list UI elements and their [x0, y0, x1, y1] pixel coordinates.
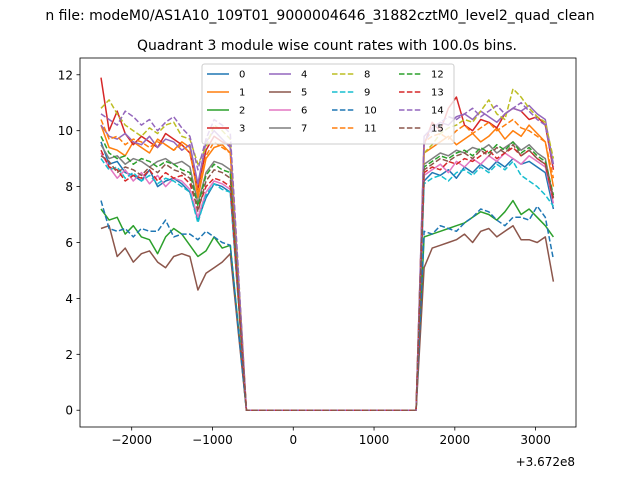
x-tick-label: 3000: [520, 433, 551, 447]
legend-label-9: 9: [364, 88, 370, 99]
y-tick-label: 0: [65, 404, 73, 418]
series-line-13: [100, 146, 555, 411]
legend-label-10: 10: [364, 106, 377, 117]
x-tick-label: −1000: [192, 433, 233, 447]
legend-label-15: 15: [431, 124, 444, 135]
legend-label-3: 3: [239, 124, 245, 135]
legend-label-0: 0: [239, 70, 245, 81]
y-tick-label: 2: [65, 348, 73, 362]
figure-suptitle: n file: modeM0/AS1A10_109T01_9000004646_…: [45, 8, 594, 24]
legend-label-11: 11: [364, 124, 377, 135]
legend-box: [201, 63, 455, 145]
legend-label-13: 13: [431, 88, 444, 99]
chart-title: Quadrant 3 module wise count rates with …: [137, 38, 517, 54]
x-tick-label: 2000: [440, 433, 471, 447]
legend-label-8: 8: [364, 70, 370, 81]
y-tick-label: 4: [65, 292, 73, 306]
legend-label-4: 4: [301, 70, 307, 81]
x-axis-offset-label: +3.672e8: [516, 455, 575, 469]
y-tick-label: 6: [65, 236, 73, 250]
legend-label-14: 14: [431, 106, 444, 117]
y-tick-label: 10: [58, 124, 73, 138]
legend-label-2: 2: [239, 106, 245, 117]
legend-label-1: 1: [239, 88, 245, 99]
x-tick-label: −2000: [111, 433, 152, 447]
x-tick-label: 0: [289, 433, 297, 447]
legend-label-12: 12: [431, 70, 444, 81]
y-tick-label: 12: [58, 68, 73, 82]
series-line-15: [100, 143, 555, 411]
legend-label-5: 5: [301, 88, 307, 99]
x-tick-label: 1000: [359, 433, 390, 447]
legend-label-7: 7: [301, 124, 307, 135]
y-tick-label: 8: [65, 180, 73, 194]
legend-label-6: 6: [301, 106, 307, 117]
